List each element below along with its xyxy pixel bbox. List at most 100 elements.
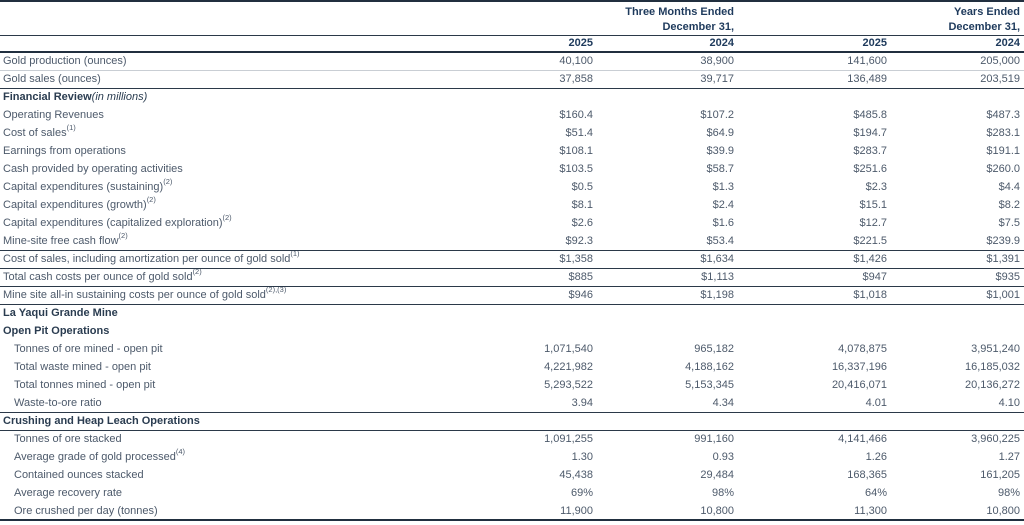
cell-value: $103.5: [559, 163, 593, 175]
cell-value: $58.7: [706, 163, 734, 175]
row-label: Earnings from operations: [3, 145, 126, 157]
cell-value: 98%: [997, 487, 1021, 499]
cell-value: 141,600: [734, 52, 887, 71]
cell-value: 39,717: [593, 70, 734, 89]
table-row: Cash provided by operating activities $10…: [0, 160, 1024, 178]
cell-value: $51.4: [565, 127, 593, 139]
row-label: Capital expenditures (capitalized explor…: [3, 214, 232, 229]
table-row: Capital expenditures (growth)(2) $8.1 $2.4…: [0, 196, 1024, 214]
cell-value: 1.27: [998, 451, 1021, 463]
footnote-marker: (2),(3): [265, 286, 287, 295]
cell-value: $283.1: [986, 127, 1021, 139]
table-row: Average recovery rate 69% 98% 64% 98%: [0, 484, 1024, 502]
cell-value: 4.01: [734, 394, 887, 413]
row-label: Total waste mined - open pit: [14, 361, 151, 373]
cell-value: [593, 88, 734, 106]
cell-value: 69%: [570, 487, 593, 499]
cell-value: [470, 88, 593, 106]
cell-value: $1,018: [734, 286, 887, 305]
row-label: Cost of sales, including amortization pe…: [0, 250, 470, 269]
table-row: Total tonnes mined - open pit 5,293,522 5,…: [0, 376, 1024, 394]
cell-value: 4,141,466: [838, 433, 887, 446]
row-label: Total cash costs per ounce of gold sold(…: [0, 268, 470, 287]
row-label: Open Pit Operations: [3, 325, 110, 337]
group-header-three-months-date: December 31,: [470, 19, 734, 36]
table-row: Waste-to-ore ratio 3.94 4.34 4.01 4.10: [0, 394, 1024, 413]
row-label: La Yaqui Grande Mine: [3, 307, 118, 320]
cell-value: 1,091,255: [544, 433, 593, 446]
cell-value: 991,160: [694, 433, 734, 446]
cell-value: $1,358: [470, 250, 593, 269]
row-label-suffix: (in millions): [91, 91, 148, 104]
table-row: Mine site all-in sustaining costs per ou…: [0, 286, 1024, 305]
row-label: Crushing and Heap Leach Operations: [0, 412, 470, 431]
column-header-year: 2025: [734, 35, 887, 53]
cell-value: 40,100: [470, 52, 593, 71]
table-row: Operating Revenues $160.4 $107.2 $485.8 $487…: [0, 106, 1024, 124]
table-row: La Yaqui Grande Mine: [0, 304, 1024, 322]
column-header-year: 2024: [593, 35, 734, 53]
cell-value: 45,438: [559, 469, 593, 481]
row-label: Gold production (ounces): [0, 52, 470, 71]
cell-value: 4,221,982: [544, 361, 593, 373]
cell-value: $947: [734, 268, 887, 287]
cell-value: $39.9: [706, 145, 734, 157]
cell-value: 20,136,272: [964, 379, 1021, 391]
cell-value: 1.30: [571, 451, 593, 463]
table-row: Cost of sales(1) $51.4 $64.9 $194.7 $283.1: [0, 124, 1024, 142]
row-label: Average grade of gold processed(4): [14, 448, 186, 463]
cell-value: 64%: [864, 487, 887, 499]
cell-value: 5,153,345: [685, 379, 734, 391]
cell-value: [887, 304, 1024, 322]
cell-value: 965,182: [694, 343, 734, 355]
row-label: Operating Revenues: [3, 109, 104, 121]
cell-value: $0.5: [571, 181, 593, 193]
cell-value: 1,071,540: [544, 343, 593, 355]
cell-value: [593, 322, 734, 340]
cell-value: $160.4: [559, 109, 593, 121]
cell-value: $935: [887, 268, 1024, 287]
row-label: Cost of sales(1): [3, 124, 76, 139]
footnote-marker: (2): [118, 232, 128, 241]
group-header-date-row: December 31, December 31,: [0, 19, 1024, 36]
cell-value: 5,293,522: [544, 379, 593, 391]
table-row: Total cash costs per ounce of gold sold(…: [0, 268, 1024, 287]
cell-value: $191.1: [986, 145, 1021, 157]
cell-value: $108.1: [559, 145, 593, 157]
row-label: Tonnes of ore stacked: [14, 433, 122, 446]
cell-value: $2.6: [571, 217, 593, 229]
row-label: Mine-site free cash flow(2): [0, 232, 470, 251]
table-row: Financial Review(in millions): [0, 88, 1024, 106]
cell-value: [470, 322, 593, 340]
cell-value: [887, 322, 1024, 340]
footnote-marker: (2): [222, 214, 232, 223]
row-label: Tonnes of ore mined - open pit: [14, 343, 163, 355]
group-header-row: Three Months Ended Years Ended: [0, 1, 1024, 19]
cell-value: 3,951,240: [971, 343, 1021, 355]
table-row: Tonnes of ore stacked 1,091,255 991,160 4,1…: [0, 430, 1024, 448]
table-row: Open Pit Operations: [0, 322, 1024, 340]
group-header-years-ended: Years Ended: [953, 5, 1021, 18]
cell-value: [734, 322, 887, 340]
year-header-row: 2025 2024 2025 2024: [0, 35, 1024, 53]
cell-value: $1.6: [712, 217, 734, 229]
cell-value: 4.34: [593, 394, 734, 413]
cell-value: $7.5: [998, 217, 1021, 229]
table-row: Ore crushed per day (tonnes) 11,900 10,800…: [0, 502, 1024, 520]
cell-value: $260.0: [986, 163, 1021, 175]
cell-value: 37,858: [470, 70, 593, 89]
cell-value: 4,188,162: [685, 361, 734, 373]
table-row: Total waste mined - open pit 4,221,982 4,1…: [0, 358, 1024, 376]
row-label: Average recovery rate: [14, 487, 123, 499]
cell-value: $251.6: [853, 163, 887, 175]
cell-value: $2.3: [865, 181, 887, 193]
column-header-year: 2024: [887, 35, 1024, 53]
row-label: Cash provided by operating activities: [3, 163, 183, 175]
row-label: Capital expenditures (sustaining)(2): [3, 178, 173, 193]
header-spacer: [0, 19, 470, 36]
cell-value: 16,337,196: [831, 361, 887, 373]
table-row: Capital expenditures (capitalized explor…: [0, 214, 1024, 232]
cell-value: $8.1: [571, 199, 593, 211]
cell-value: $53.4: [593, 232, 734, 251]
table-row: Crushing and Heap Leach Operations: [0, 412, 1024, 431]
